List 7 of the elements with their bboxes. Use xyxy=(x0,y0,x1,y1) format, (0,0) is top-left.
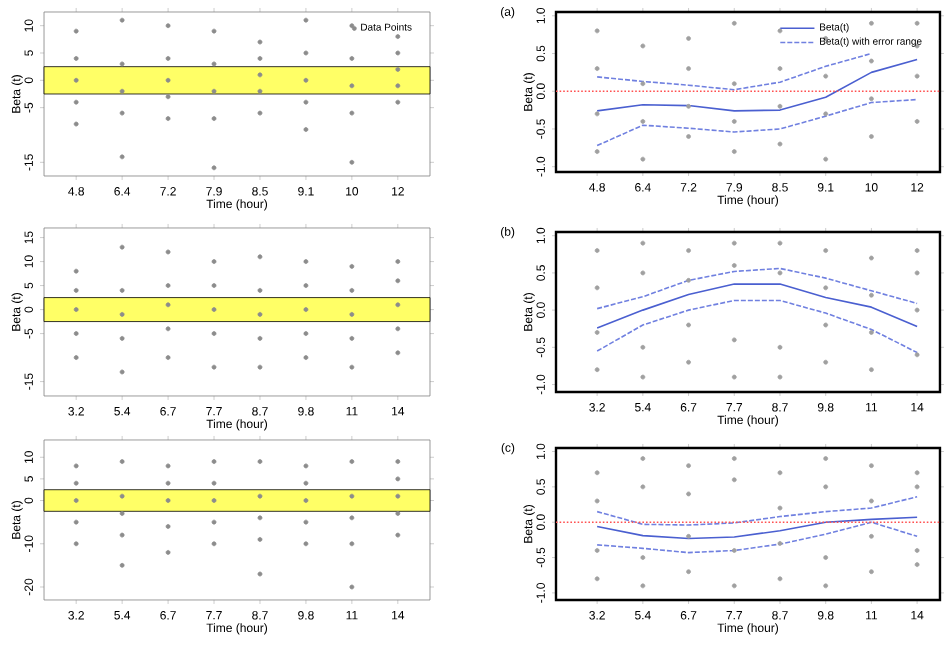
line-series xyxy=(596,267,918,310)
line-series xyxy=(596,516,918,540)
line-series xyxy=(596,52,873,91)
line-series xyxy=(596,495,918,526)
line-series xyxy=(596,98,918,147)
line-series xyxy=(596,283,918,329)
line-series xyxy=(596,521,918,554)
